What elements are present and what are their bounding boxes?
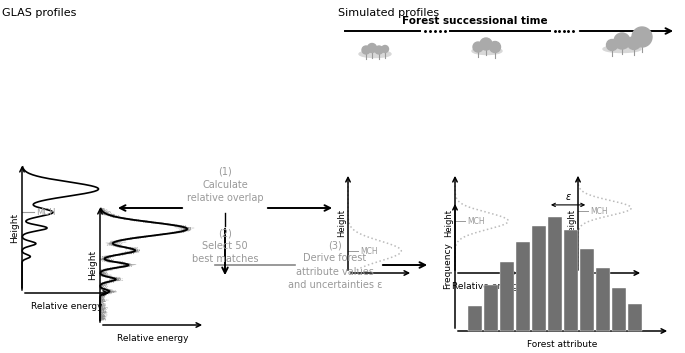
Circle shape bbox=[606, 40, 617, 50]
Circle shape bbox=[362, 46, 370, 54]
Bar bbox=[468, 306, 482, 331]
Text: Simulated profiles: Simulated profiles bbox=[338, 8, 439, 18]
Text: Relative energy: Relative energy bbox=[451, 282, 523, 291]
Text: (2)
Select 50
best matches: (2) Select 50 best matches bbox=[192, 228, 258, 264]
Text: MCH: MCH bbox=[590, 207, 608, 215]
Text: MCH: MCH bbox=[467, 216, 484, 226]
Circle shape bbox=[367, 43, 377, 53]
Circle shape bbox=[614, 33, 630, 49]
Text: MCH: MCH bbox=[360, 246, 377, 256]
Text: Height: Height bbox=[10, 213, 19, 243]
Bar bbox=[628, 304, 643, 331]
Bar bbox=[564, 230, 578, 331]
Bar bbox=[548, 217, 562, 331]
Text: Height: Height bbox=[567, 209, 577, 237]
Text: Height: Height bbox=[88, 250, 97, 280]
Circle shape bbox=[480, 38, 492, 50]
Ellipse shape bbox=[472, 48, 502, 54]
Text: (1)
Calculate
relative overlap: (1) Calculate relative overlap bbox=[187, 167, 263, 203]
Bar bbox=[500, 262, 514, 331]
Text: ε: ε bbox=[565, 192, 571, 202]
Text: Frequency: Frequency bbox=[443, 243, 453, 289]
Bar bbox=[484, 285, 498, 331]
Text: GLAS profiles: GLAS profiles bbox=[2, 8, 76, 18]
Circle shape bbox=[473, 42, 483, 52]
Circle shape bbox=[627, 36, 640, 49]
Text: Relative energy: Relative energy bbox=[32, 302, 103, 311]
Circle shape bbox=[382, 46, 388, 53]
Bar bbox=[516, 242, 530, 331]
Text: MCH: MCH bbox=[36, 208, 55, 217]
Circle shape bbox=[490, 42, 501, 53]
Bar bbox=[580, 249, 594, 331]
Bar bbox=[596, 268, 610, 331]
Text: Forest successional time: Forest successional time bbox=[402, 16, 548, 26]
Circle shape bbox=[375, 46, 383, 54]
Ellipse shape bbox=[603, 46, 641, 53]
Text: Forest attribute: Forest attribute bbox=[527, 340, 598, 349]
Bar bbox=[612, 288, 626, 331]
Text: Height: Height bbox=[445, 209, 453, 237]
Circle shape bbox=[632, 27, 652, 47]
Ellipse shape bbox=[359, 50, 391, 58]
Bar bbox=[532, 226, 546, 331]
Text: (3)
Derive forest
attribute values
and uncertainties ε: (3) Derive forest attribute values and u… bbox=[288, 240, 382, 290]
Text: Height: Height bbox=[338, 209, 347, 237]
Text: Relative energy: Relative energy bbox=[116, 334, 188, 343]
